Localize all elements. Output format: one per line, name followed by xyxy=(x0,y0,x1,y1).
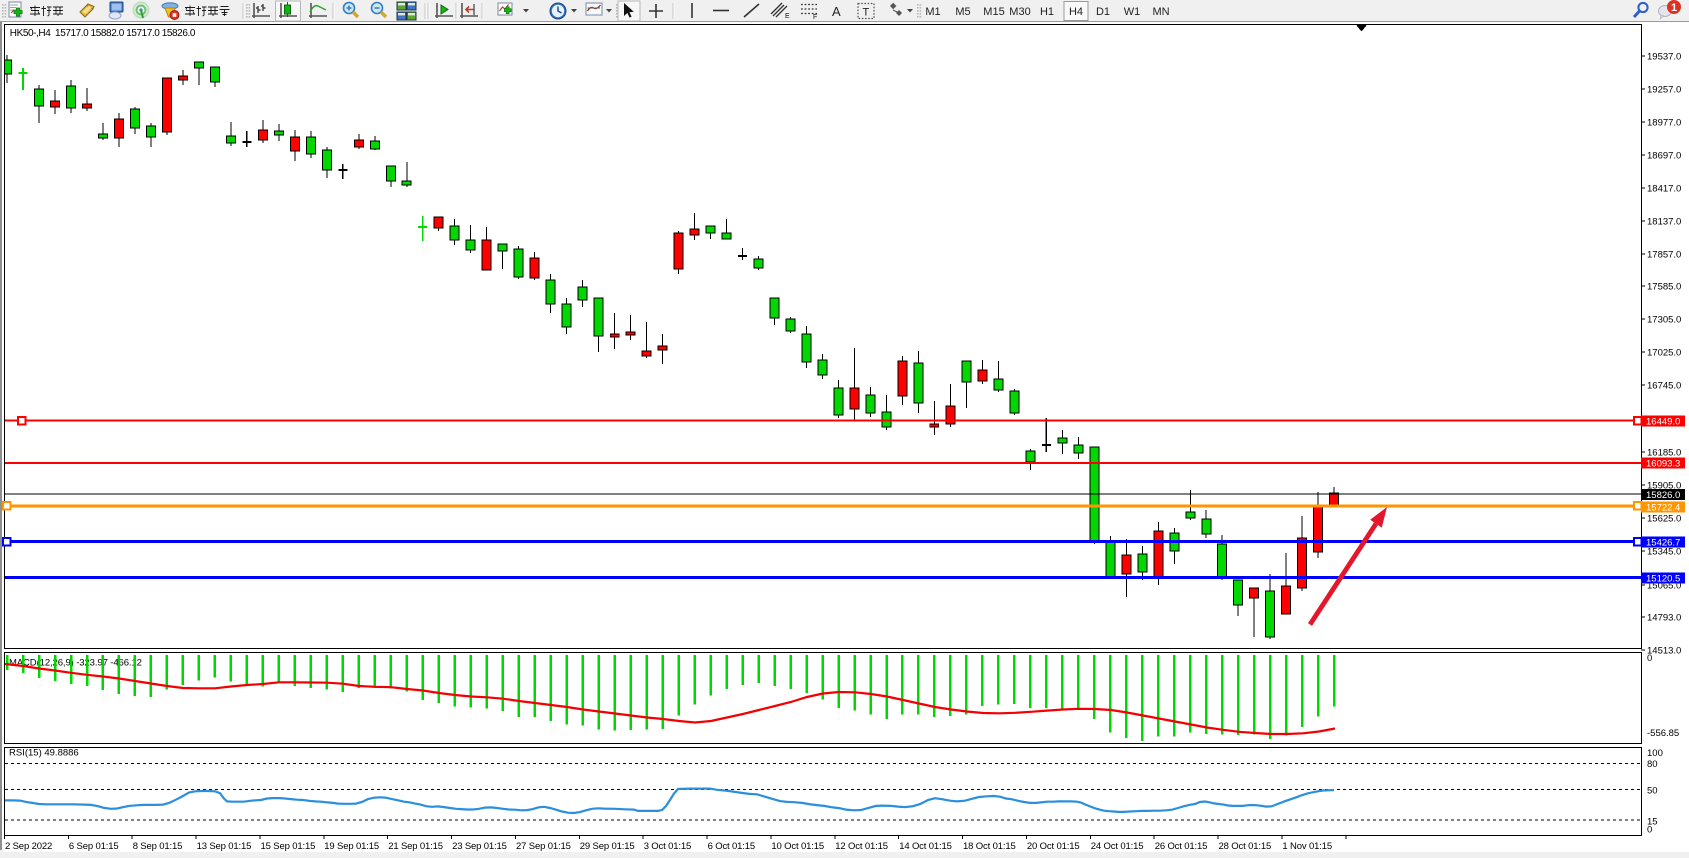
svg-text:H1: H1 xyxy=(1040,6,1054,18)
svg-text:18 Oct 01:15: 18 Oct 01:15 xyxy=(963,841,1016,852)
svg-text:29 Sep 01:15: 29 Sep 01:15 xyxy=(580,841,635,852)
svg-text:18697.0: 18697.0 xyxy=(1647,150,1681,161)
svg-text:15: 15 xyxy=(1647,817,1658,828)
svg-text:0: 0 xyxy=(1647,825,1652,836)
svg-text:A: A xyxy=(832,4,841,19)
svg-text:14 Oct 01:15: 14 Oct 01:15 xyxy=(899,841,952,852)
svg-text:15722.4: 15722.4 xyxy=(1646,503,1680,514)
svg-text:20 Oct 01:15: 20 Oct 01:15 xyxy=(1027,841,1080,852)
svg-text:16185.0: 16185.0 xyxy=(1647,447,1681,458)
svg-text:26 Oct 01:15: 26 Oct 01:15 xyxy=(1155,841,1208,852)
svg-text:15426.7: 15426.7 xyxy=(1646,538,1680,549)
svg-text:17305.0: 17305.0 xyxy=(1647,314,1681,325)
svg-text:E: E xyxy=(785,13,790,20)
svg-text:F: F xyxy=(813,14,817,21)
svg-text:18137.0: 18137.0 xyxy=(1647,216,1681,227)
svg-text:23 Sep 01:15: 23 Sep 01:15 xyxy=(452,841,507,852)
svg-text:0: 0 xyxy=(1647,653,1652,664)
svg-text:18417.0: 18417.0 xyxy=(1647,183,1681,194)
svg-text:14793.0: 14793.0 xyxy=(1647,612,1681,623)
svg-text:15905.0: 15905.0 xyxy=(1647,480,1681,491)
svg-text:24 Oct 01:15: 24 Oct 01:15 xyxy=(1091,841,1144,852)
svg-text:T: T xyxy=(863,7,870,19)
svg-text:6 Oct 01:15: 6 Oct 01:15 xyxy=(708,841,755,852)
svg-text:27 Sep 01:15: 27 Sep 01:15 xyxy=(516,841,571,852)
svg-text:H4: H4 xyxy=(1069,6,1083,18)
svg-text:3 Oct 01:15: 3 Oct 01:15 xyxy=(644,841,691,852)
svg-text:15065.0: 15065.0 xyxy=(1647,580,1681,591)
svg-text:M5: M5 xyxy=(955,6,970,18)
svg-text:50: 50 xyxy=(1647,786,1658,797)
svg-text:17585.0: 17585.0 xyxy=(1647,281,1681,292)
svg-text:15625.0: 15625.0 xyxy=(1647,513,1681,524)
svg-text:12 Oct 01:15: 12 Oct 01:15 xyxy=(835,841,888,852)
svg-text:28 Oct 01:15: 28 Oct 01:15 xyxy=(1219,841,1272,852)
svg-text:10 Oct 01:15: 10 Oct 01:15 xyxy=(771,841,824,852)
svg-text:HK50-,H4 15717.0 15882.0 1571: HK50-,H4 15717.0 15882.0 15717.0 15826.0 xyxy=(10,28,196,39)
svg-text:16093.3: 16093.3 xyxy=(1646,459,1680,470)
svg-text:1: 1 xyxy=(1671,2,1677,14)
svg-text:19257.0: 19257.0 xyxy=(1647,84,1681,95)
svg-text:M15: M15 xyxy=(983,6,1004,18)
svg-text:15345.0: 15345.0 xyxy=(1647,546,1681,557)
svg-text:15826.0: 15826.0 xyxy=(1646,490,1680,501)
svg-text:16449.0: 16449.0 xyxy=(1646,417,1680,428)
svg-text:M30: M30 xyxy=(1009,6,1030,18)
svg-text:17857.0: 17857.0 xyxy=(1647,249,1681,260)
svg-text:W1: W1 xyxy=(1124,6,1141,18)
svg-text:16745.0: 16745.0 xyxy=(1647,380,1681,391)
svg-text:MN: MN xyxy=(1152,6,1169,18)
svg-text:15 Sep 01:15: 15 Sep 01:15 xyxy=(261,841,316,852)
svg-text:19 Sep 01:15: 19 Sep 01:15 xyxy=(324,841,379,852)
svg-text:13 Sep 01:15: 13 Sep 01:15 xyxy=(197,841,252,852)
svg-text:17025.0: 17025.0 xyxy=(1647,347,1681,358)
svg-text:100: 100 xyxy=(1647,748,1663,759)
svg-text:M1: M1 xyxy=(925,6,940,18)
svg-text:RSI(15) 49.8886: RSI(15) 49.8886 xyxy=(9,748,79,759)
svg-text:18977.0: 18977.0 xyxy=(1647,117,1681,128)
svg-text:80: 80 xyxy=(1647,759,1658,770)
svg-text:1 Nov 01:15: 1 Nov 01:15 xyxy=(1282,841,1332,852)
svg-text:MACD(12,26,9) -323.97 -466.12: MACD(12,26,9) -323.97 -466.12 xyxy=(9,658,142,669)
svg-text:8 Sep 01:15: 8 Sep 01:15 xyxy=(133,841,183,852)
svg-text:-556.85: -556.85 xyxy=(1647,728,1679,739)
svg-text:19537.0: 19537.0 xyxy=(1647,51,1681,62)
svg-text:14513.0: 14513.0 xyxy=(1647,645,1681,656)
svg-text:6 Sep 01:15: 6 Sep 01:15 xyxy=(69,841,119,852)
svg-text:21 Sep 01:15: 21 Sep 01:15 xyxy=(388,841,443,852)
svg-text:2 Sep 2022: 2 Sep 2022 xyxy=(5,841,52,852)
svg-text:15120.5: 15120.5 xyxy=(1646,574,1680,585)
svg-text:D1: D1 xyxy=(1096,6,1110,18)
